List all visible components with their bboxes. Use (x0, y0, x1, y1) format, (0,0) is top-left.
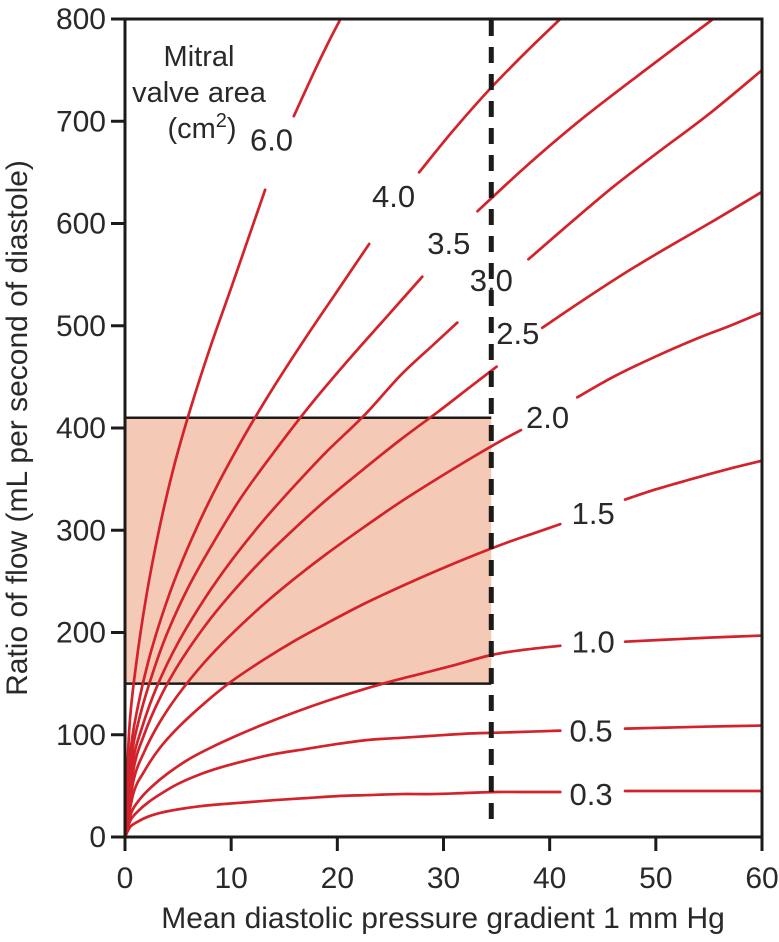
curve-1.5 (623, 459, 764, 501)
cm-unit-suffix: ) (227, 113, 237, 145)
annotation-cm-unit: (cm2) (167, 110, 236, 145)
x-tick-label: 40 (533, 862, 566, 895)
curve-2.0 (575, 311, 764, 399)
x-tick-label: 20 (321, 862, 354, 895)
x-tick-label: 50 (639, 862, 672, 895)
curve-1.0 (123, 644, 562, 839)
curve-label-1.5: 1.5 (572, 496, 615, 531)
x-tick-label: 0 (117, 862, 134, 895)
x-tick-label: 60 (745, 862, 778, 895)
curve-label-1.0: 1.0 (572, 625, 615, 660)
curve-6.0 (123, 188, 267, 839)
curve-label-4.0: 4.0 (372, 179, 415, 214)
curve-label-6.0: 6.0 (250, 123, 293, 158)
y-tick-label: 300 (56, 514, 106, 547)
y-tick-label: 0 (89, 821, 106, 854)
curve-0.3 (123, 790, 562, 839)
y-tick-label: 400 (56, 412, 106, 445)
curve-label-0.3: 0.3 (570, 777, 613, 812)
annotation-mitral-line2: valve area (132, 77, 267, 109)
cm-unit-superscript: 2 (216, 110, 227, 132)
curve-3.0 (123, 321, 459, 839)
curve-3.5 (123, 275, 424, 839)
curve-label-0.5: 0.5 (570, 714, 613, 749)
curve-1.0 (623, 634, 764, 644)
curve-4.0 (417, 17, 562, 174)
y-axis-title: Ratio of flow (mL per second of diastole… (1, 160, 34, 696)
x-axis-title: Mean diastolic pressure gradient 1 mm Hg (161, 902, 725, 935)
y-tick-label: 200 (56, 617, 106, 650)
x-tick-label: 10 (214, 862, 247, 895)
y-tick-label: 100 (56, 719, 106, 752)
curve-4.0 (123, 242, 371, 839)
y-tick-label: 700 (56, 105, 106, 138)
curve-3.0 (527, 68, 764, 261)
curve-6.0 (292, 17, 342, 118)
shaded-region (125, 417, 492, 684)
curve-label-2.0: 2.0 (526, 400, 569, 435)
y-tick-label: 600 (56, 208, 106, 241)
annotation-mitral-line1: Mitral (164, 41, 235, 73)
curve-2.5 (540, 190, 764, 330)
x-tick-label: 30 (427, 862, 460, 895)
cm-unit-prefix: (cm (167, 113, 215, 145)
y-tick-label: 500 (56, 310, 106, 343)
curve-label-3.0: 3.0 (470, 263, 513, 298)
curve-3.5 (476, 17, 715, 213)
curve-2.5 (123, 365, 498, 839)
curve-1.5 (123, 522, 562, 839)
curve-label-3.5: 3.5 (427, 226, 470, 261)
curve-0.5 (623, 724, 764, 730)
curve-label-2.5: 2.5 (496, 316, 539, 351)
chart-generated-layer: 0 10 20 30 40 50 6001002003004005006007008006.… (56, 3, 779, 895)
curve-0.5 (123, 729, 562, 839)
curve-2.0 (123, 428, 523, 839)
y-tick-label: 800 (56, 3, 106, 36)
